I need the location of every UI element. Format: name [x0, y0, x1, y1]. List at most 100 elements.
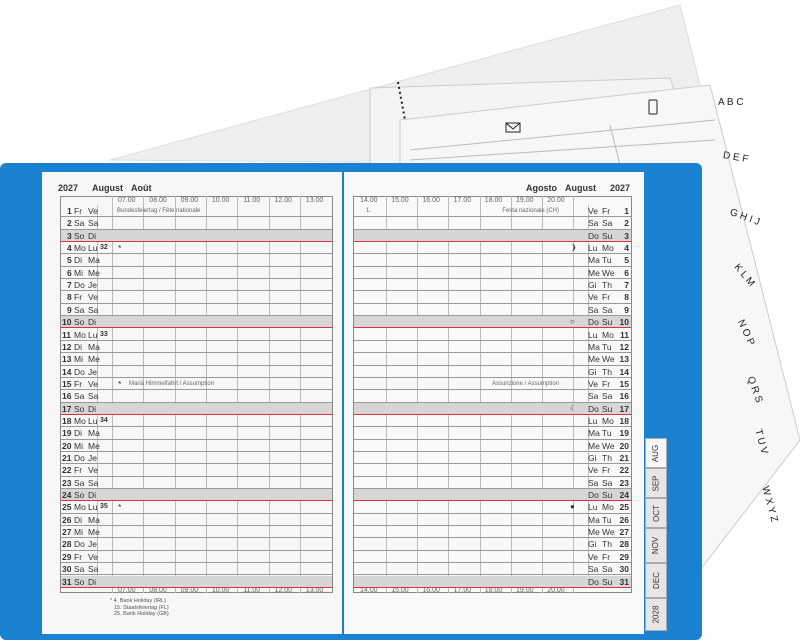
weekday-en: Tu [602, 428, 612, 439]
day-number: 20 [62, 440, 72, 451]
day-row-left[interactable]: 6 Mi Me [61, 267, 332, 280]
weekday-de: Do [74, 453, 85, 463]
day-row-left[interactable]: 5 Di Ma [61, 254, 332, 267]
day-row-right[interactable]: Lu Mo 11 [354, 329, 631, 341]
day-row-right[interactable]: Ma Tu 12 [354, 341, 631, 354]
month-tab-sep[interactable]: SEP [645, 468, 667, 498]
hour-divider [542, 196, 543, 593]
day-row-left[interactable]: 10 So Di [61, 316, 332, 329]
day-row-right[interactable]: ☾ Do Su 17 [354, 402, 631, 415]
day-row-right[interactable]: Ma Tu 19 [354, 427, 631, 440]
day-row-left[interactable]: 9 Sa Sa [61, 304, 332, 317]
weekday-en: Sa [602, 391, 613, 402]
day-row-right[interactable]: Assunzione / Assumption Ve Fr 15 [354, 378, 631, 391]
day-row-right[interactable]: Ve Fr 29 [354, 551, 631, 564]
day-row-right[interactable]: Ve Fr 8 [354, 291, 631, 304]
day-row-right[interactable]: ❩ Lu Mo 4 [354, 242, 631, 255]
hour-divider [386, 196, 387, 593]
weekday-de: Fr [74, 465, 83, 476]
day-number: 14 [619, 366, 629, 377]
day-row-left[interactable]: 12 Di Ma [61, 341, 332, 354]
day-number: 30 [62, 564, 72, 575]
day-row-right[interactable]: Do Su 3 [354, 229, 631, 243]
day-row-right[interactable]: Me We 27 [354, 526, 631, 539]
day-row-left[interactable]: 11 Mo Lu 33 [61, 329, 332, 341]
month-tab-aug[interactable]: AUG [645, 438, 667, 468]
day-row-left[interactable]: 17 So Di [61, 402, 332, 415]
day-row-left[interactable]: 13 Mi Me [61, 353, 332, 366]
weekday-en: Fr [602, 465, 611, 476]
hour-label: 13.00 [305, 587, 324, 594]
month-tab-oct[interactable]: OCT [645, 498, 667, 528]
month-tab-nov[interactable]: NOV [645, 528, 667, 563]
day-row-right[interactable]: ○ Do Su 10 [354, 316, 631, 329]
hour-divider [174, 196, 176, 593]
day-row-right[interactable]: ● Lu Mo 25 [354, 501, 631, 514]
day-row-left[interactable]: 7 Do Je [61, 279, 332, 292]
day-row-left[interactable]: 25 Mo Lu 35 * [61, 501, 332, 514]
day-row-right[interactable]: Gi Th 28 [354, 538, 631, 551]
day-row-right[interactable]: Gi Th 21 [354, 452, 631, 465]
day-row-right[interactable]: Sa Sa 9 [354, 304, 631, 317]
weekday-de: So [74, 576, 85, 587]
weekday-fr: Ma [88, 255, 100, 266]
day-row-right[interactable]: Gi Th 7 [354, 279, 631, 292]
day-row-left[interactable]: 2 Sa Sa [61, 217, 332, 230]
day-row-left[interactable]: 22 Fr Ve [61, 464, 332, 477]
day-row-right[interactable]: Lu Mo 18 [354, 415, 631, 428]
day-row-left[interactable]: 3 So Di [61, 229, 332, 243]
day-row-right[interactable]: Do Su 31 [354, 575, 631, 588]
day-row-right[interactable]: Me We 13 [354, 353, 631, 366]
left-month-fr: Août [131, 183, 152, 193]
day-row-left[interactable]: 15 Fr Ve * Mariä Himmelfahrt / Assumption [61, 378, 332, 391]
day-number: 1 [67, 206, 72, 216]
day-row-left[interactable]: 28 Do Je [61, 538, 332, 551]
day-row-right[interactable]: Me We 6 [354, 267, 631, 280]
day-row-right[interactable]: Ve Fr 22 [354, 464, 631, 477]
day-row-left[interactable]: 30 Sa Sa [61, 563, 332, 576]
weekday-de: Do [74, 280, 85, 291]
day-row-left[interactable]: 21 Do Je [61, 452, 332, 465]
weekday-en: Sa [602, 218, 613, 229]
hour-label: 10.00 [211, 197, 230, 204]
day-row-right[interactable]: Ma Tu 26 [354, 514, 631, 527]
day-row-left[interactable]: 19 Di Ma [61, 427, 332, 440]
weekday-en: We [602, 527, 615, 538]
day-row-left[interactable]: 23 Sa Sa [61, 477, 332, 490]
day-row-right[interactable]: Gi Th 14 [354, 366, 631, 378]
day-row-right[interactable]: Ma Tu 5 [354, 254, 631, 267]
day-row-left[interactable]: 14 Do Je [61, 366, 332, 378]
day-row-right[interactable]: Sa Sa 2 [354, 217, 631, 230]
day-row-left[interactable]: 27 Mi Me [61, 526, 332, 539]
day-row-left[interactable]: 18 Mo Lu 34 [61, 415, 332, 428]
day-number: 27 [62, 527, 72, 538]
month-tab-dec[interactable]: DEC [645, 563, 667, 598]
day-row-left[interactable]: 29 Fr Ve [61, 551, 332, 564]
day-row-left[interactable]: 20 Mi Me [61, 440, 332, 452]
weekday-en: Sa [602, 304, 613, 315]
hour-label: 15.00 [391, 587, 409, 594]
day-row-right[interactable]: 1. Festa nazionale (CH) Ve Fr 1 [354, 205, 631, 218]
alpha-tab[interactable]: A B C [718, 97, 744, 108]
month-tab-2028[interactable]: 2028 [645, 598, 667, 631]
day-row-right[interactable]: Me We 20 [354, 440, 631, 452]
day-number: 5 [624, 255, 629, 266]
day-number: 31 [619, 576, 629, 587]
day-number: 10 [619, 317, 629, 328]
day-row-right[interactable]: Sa Sa 23 [354, 477, 631, 490]
weekday-en: We [602, 354, 615, 365]
weekday-it: Ve [588, 378, 598, 389]
day-row-left[interactable]: 26 Di Ma [61, 514, 332, 527]
weekday-de: Mi [74, 527, 83, 538]
day-row-left[interactable]: 31 So Di [61, 575, 332, 588]
day-number: 13 [62, 354, 72, 365]
day-row-left[interactable]: 16 Sa Sa [61, 390, 332, 403]
weekday-de: So [74, 317, 85, 328]
day-row-left[interactable]: 1 Fr Ve Bundesfeiertag / Fête nationale [61, 205, 332, 218]
day-row-left[interactable]: 24 So Di [61, 489, 332, 502]
day-row-right[interactable]: Sa Sa 16 [354, 390, 631, 403]
day-row-right[interactable]: Do Su 24 [354, 489, 631, 502]
day-row-left[interactable]: 8 Fr Ve [61, 291, 332, 304]
day-row-right[interactable]: Sa Sa 30 [354, 563, 631, 576]
day-row-left[interactable]: 4 Mo Lu 32 * [61, 242, 332, 255]
